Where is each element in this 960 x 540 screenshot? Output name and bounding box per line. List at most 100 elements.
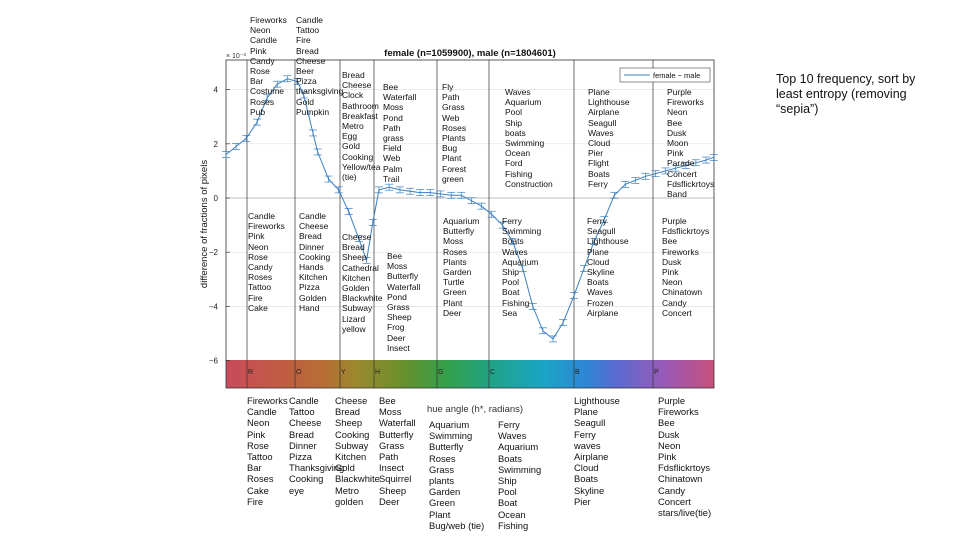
top-list-item: Roses <box>442 122 467 133</box>
mid-list-item: Cooking <box>299 251 331 262</box>
top-list-item: thanksgiving <box>296 86 344 97</box>
top-list-item: Parade <box>667 158 695 169</box>
mid-list-item: Plants <box>443 256 467 267</box>
mid-list-item: Insect <box>387 342 410 353</box>
bottom-list-item: Chinatown <box>658 473 703 485</box>
legend-label: female − male <box>653 71 700 80</box>
bottom-list-item: Bread <box>335 406 361 418</box>
top-list-item: Waves <box>505 87 531 97</box>
bottom-list-c: Ferry Waves Aquarium Boats Swimming Ship Pool B… <box>498 419 541 531</box>
top-list-item: Ford <box>505 158 523 169</box>
mid-list-item: Lizard <box>342 313 366 324</box>
mid-list-item: Boats <box>502 236 524 247</box>
top-list-y: Bread Cheese Clock Bathroom Breakfast Metro Eg… <box>342 70 380 182</box>
mid-list-item: Kitchen <box>342 272 371 283</box>
mid-list-item: Fireworks <box>248 221 285 232</box>
top-list-item: Breakfast <box>342 110 378 121</box>
mid-list-item: Waves <box>502 246 528 257</box>
bottom-list-item: Seagull <box>574 417 606 429</box>
top-list-r: Fireworks Neon Candle Pink Candy Rose Bar Costu… <box>250 15 287 117</box>
mid-list-item: Cake <box>248 302 268 313</box>
bottom-list-item: Candle <box>247 406 277 418</box>
mid-list-y: Cheese Bread Sheep Cathedral Kitchen Golden Bl… <box>342 232 383 334</box>
mid-list-item: Pool <box>502 277 520 288</box>
mid-list-item: Skyline <box>587 267 615 278</box>
top-list-item: Bar <box>250 76 264 87</box>
top-list-item: boats <box>505 127 526 138</box>
y-tick-label-0: 4 <box>214 86 219 95</box>
mid-list-item: Waterfall <box>387 281 421 292</box>
mid-list-item: Subway <box>342 303 373 314</box>
top-list-item: green <box>442 173 464 184</box>
bottom-list-item: Fishing <box>498 519 529 531</box>
mid-list-item: Pond <box>387 291 407 302</box>
top-list-item: Tattoo <box>296 25 320 36</box>
bottom-list-b: Lighthouse Plane Seagull Ferry waves Airplane… <box>574 395 620 507</box>
top-list-item: Bee <box>383 82 399 92</box>
bottom-list-item: Pool <box>498 486 517 498</box>
top-list-h: Bee Waterfall Moss Pond Path grass Field Web Pal… <box>383 82 416 184</box>
bottom-list-item: Cheese <box>335 395 368 406</box>
top-list-item: Cheese <box>296 55 326 66</box>
mid-list-item: Concert <box>662 307 692 318</box>
bottom-list-item: Moss <box>379 406 402 418</box>
top-list-item: Aquarium <box>505 97 542 108</box>
top-list-item: Neon <box>250 25 271 36</box>
hue-band-strip <box>226 360 714 388</box>
mid-list-item: Roses <box>443 246 468 257</box>
top-list-item: Moss <box>383 102 404 113</box>
mid-list-item: Golden <box>342 283 370 294</box>
bottom-list-item: Bug/web (tie) <box>429 519 485 531</box>
bottom-list-item: Garden <box>429 486 461 498</box>
mid-list-item: Purple <box>662 216 687 226</box>
bottom-list-item: Ship <box>498 475 517 487</box>
bottom-list-item: Boat <box>498 497 518 509</box>
bottom-list-item: Pink <box>658 451 677 463</box>
top-list-item: Pink <box>667 148 684 159</box>
mid-list-item: Lighthouse <box>587 236 629 247</box>
top-list-item: Fireworks <box>250 15 287 25</box>
bottom-list-y: Cheese Bread Sheep Cooking Subway Kitchen Gold… <box>335 395 380 507</box>
bottom-list-item: plants <box>429 475 455 487</box>
bottom-list-item: Skyline <box>574 484 605 496</box>
mid-list-item: Aquarium <box>443 216 480 226</box>
bottom-list-item: Candle <box>289 395 319 406</box>
top-list-item: grass <box>383 133 404 144</box>
y-tick-label-4: −4 <box>209 302 219 311</box>
top-list-item: Grass <box>442 102 465 113</box>
hue-band-label-R: R <box>248 369 253 376</box>
bottom-list-item: Cloud <box>574 462 599 474</box>
mid-list-item: Moss <box>443 236 464 247</box>
top-list-item: Airplane <box>588 107 620 118</box>
bottom-list-item: Dusk <box>658 428 680 440</box>
bottom-list-item: Bee <box>658 417 675 429</box>
plot-frame <box>225 59 715 389</box>
y-axis-label: difference of fractions of pixels <box>199 160 210 288</box>
bottom-list-item: Cooking <box>289 473 324 485</box>
bottom-list-p: Purple Fireworks Bee Dusk Neon Pink Fdsflickrt… <box>658 395 711 518</box>
mid-list-item: Waves <box>587 287 613 298</box>
mid-list-item: Tattoo <box>248 282 272 293</box>
bottom-list-item: Fireworks <box>658 406 699 418</box>
top-list-item: Moon <box>667 138 689 149</box>
top-list-item: Gold <box>296 96 314 107</box>
top-list-item: Egg <box>342 131 358 142</box>
hue-band-label-Y: Y <box>341 369 346 376</box>
mid-list-item: Boat <box>502 287 520 298</box>
bottom-list-item: Bread <box>289 428 315 440</box>
bottom-list-item: Subway <box>335 439 369 451</box>
band-dividers <box>246 60 654 388</box>
bottom-list-item: Fire <box>247 495 264 507</box>
mid-list-p: Purple Fdsflickrtoys Bee Fireworks Dusk Pink N… <box>662 216 709 318</box>
top-list-item: Fdsflickrtoys <box>667 178 715 189</box>
top-list-item: Neon <box>667 107 688 118</box>
top-list-item: Web <box>383 153 401 164</box>
bottom-list-item: Green <box>429 497 456 509</box>
y-tick-label-5: −6 <box>209 357 219 366</box>
mid-list-item: Hand <box>299 302 320 313</box>
top-list-item: Bread <box>342 70 365 80</box>
mid-list-item: Fdsflickrtoys <box>662 226 710 237</box>
mid-list-item: Pink <box>248 231 265 242</box>
mid-list-item: Cheese <box>342 232 372 242</box>
hue-band-label-P: P <box>654 369 659 376</box>
